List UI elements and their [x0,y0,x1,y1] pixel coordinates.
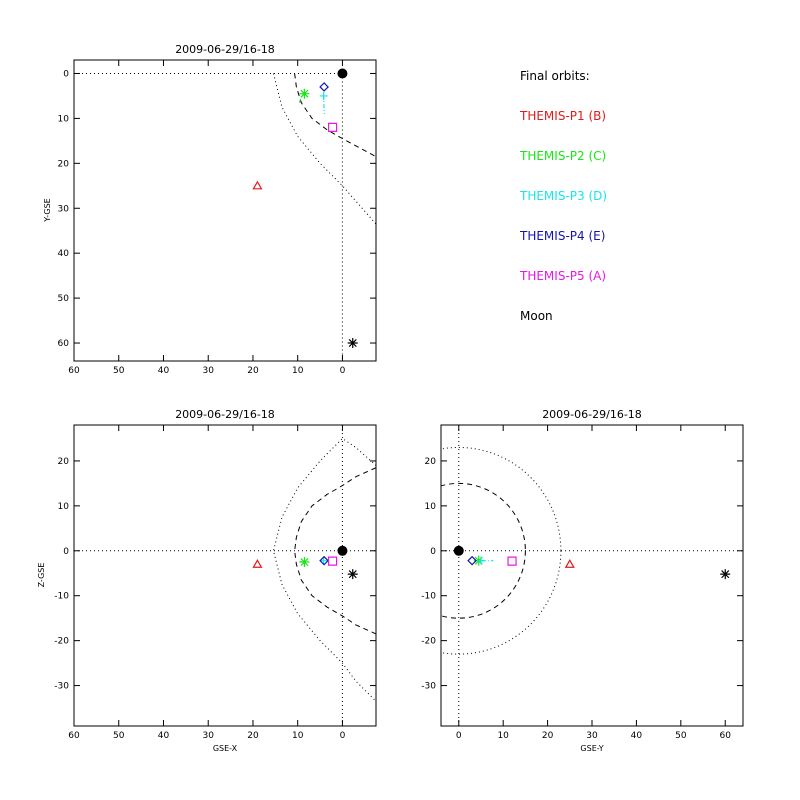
xz-point-themis-p4 [319,555,329,566]
yz-point-themis-p4 [467,555,477,566]
panel-xz-ylabel: Z-GSE [37,563,46,588]
xz-xtick-label-4: 20 [247,731,259,741]
panel-yz-frame [440,424,744,727]
yz-ytick-label-3: -10 [421,592,436,602]
xy-ytick-label-2: 20 [58,159,70,169]
legend: Final orbits: THEMIS-P1 (B) THEMIS-P2 (C… [519,69,607,323]
legend-heading: Final orbits: [520,69,590,83]
xz-xtick-label-0: 60 [68,731,80,741]
panel-xz-frame [73,424,377,727]
panel-yz: 2009-06-29/16-18 GSE-Y 0 10 20 30 40 50 60 20 10… [421,408,744,753]
xz-boundary-0 [272,437,376,702]
xy-xtick-label-5: 10 [292,366,304,376]
xz-point-earth [337,545,348,556]
xz-ytick-label-0: 20 [58,457,70,467]
yz-plot-area [441,425,743,726]
xy-xtick-label-3: 30 [202,366,214,376]
xy-xtick-label-4: 20 [247,366,259,376]
xy-xtick-label-2: 40 [158,366,170,376]
xy-point-earth [337,68,348,79]
xy-point-themis-p3 [319,91,328,100]
panel-xz-plot: 60 50 40 30 20 10 0 20 10 0 -10 -20 -30 [54,425,376,741]
yz-xtick-label-3: 30 [586,731,598,741]
yz-point-moon [720,569,731,580]
xy-plot-area [74,73,376,361]
yz-xtick-label-1: 10 [497,731,509,741]
xy-xtick-label-1: 50 [113,366,125,376]
xz-ytick-label-2: 0 [63,547,69,557]
legend-item-p4: THEMIS-P4 (E) [519,229,605,243]
yz-xtick-label-0: 0 [456,731,462,741]
xy-point-themis-p1 [252,180,263,190]
xz-ytick-label-5: -30 [54,682,69,692]
yz-boundary-circle-0 [441,446,562,655]
yz-xtick-label-2: 20 [542,731,554,741]
legend-item-p3: THEMIS-P3 (D) [519,189,607,203]
xz-point-themis-p1 [252,559,263,568]
yz-point-earth [453,545,464,556]
yz-ytick-label-4: -20 [421,637,436,647]
xz-xtick-label-5: 10 [292,731,304,741]
legend-item-p2: THEMIS-P2 (C) [519,149,606,163]
xy-ytick-label-3: 30 [58,204,70,214]
xz-xtick-label-1: 50 [113,731,125,741]
panel-yz-plot: 0 10 20 30 40 50 60 20 10 0 -10 -20 -30 [421,425,743,741]
xz-ytick-label-1: 10 [58,502,70,512]
xz-xtick-label-6: 0 [340,731,346,741]
xz-xtick-label-2: 40 [158,731,170,741]
xy-ytick-label-4: 40 [58,249,70,259]
xz-ytick-label-4: -20 [54,637,69,647]
xy-ytick-label-5: 50 [58,294,70,304]
xz-point-themis-p5 [328,556,338,566]
panel-yz-title: 2009-06-29/16-18 [542,408,642,421]
panel-yz-xlabel: GSE-Y [580,744,603,753]
xy-point-themis-p2 [299,88,310,99]
xy-point-themis-p5 [328,122,338,132]
xy-ytick-label-0: 0 [63,69,69,79]
yz-ytick-label-5: -30 [421,682,436,692]
panel-xz-title: 2009-06-29/16-18 [175,408,275,421]
xy-boundary-1 [294,73,376,158]
yz-point-themis-p1 [564,559,575,568]
panel-xy-title: 2009-06-29/16-18 [175,43,275,56]
xy-xtick-label-6: 0 [340,366,346,376]
xz-point-moon [347,569,358,580]
yz-xtick-label-4: 40 [631,731,643,741]
legend-item-p5: THEMIS-P5 (A) [519,269,606,283]
panel-xy: 2009-06-29/16-18 Y-GSE 60 50 40 30 20 10 0 0 10 2… [43,43,377,376]
yz-ytick-label-0: 20 [425,457,437,467]
yz-point-themis-p5 [507,556,517,566]
xz-plot-area [74,425,376,726]
panel-xy-frame [73,59,377,362]
panel-xz-xlabel: GSE-X [213,744,238,753]
xy-xtick-label-0: 60 [68,366,80,376]
xz-point-themis-p2 [299,557,310,568]
panel-xz: 2009-06-29/16-18 Z-GSE GSE-X 60 50 40 30 20 1… [37,408,377,753]
xz-xtick-label-3: 30 [202,731,214,741]
yz-boundary-circle-1 [441,482,526,619]
panel-xy-plot: 60 50 40 30 20 10 0 0 10 20 30 40 50 60 [58,60,376,376]
xz-ytick-label-3: -10 [54,592,69,602]
yz-point-themis-p3 [476,556,485,565]
xy-boundary-0 [273,73,376,225]
xy-point-themis-p4 [319,82,329,92]
yz-xtick-label-6: 60 [720,731,732,741]
yz-ytick-label-1: 10 [425,502,437,512]
yz-ytick-label-2: 0 [430,547,436,557]
panel-xy-ylabel: Y-GSE [43,198,52,222]
xy-ytick-label-1: 10 [58,114,70,124]
xz-point-themis-p3 [319,556,328,565]
xy-ytick-label-6: 60 [58,339,70,349]
legend-item-moon: Moon [520,309,553,323]
yz-xtick-label-5: 50 [675,731,687,741]
legend-item-p1: THEMIS-P1 (B) [519,109,606,123]
xy-point-moon [347,338,358,349]
